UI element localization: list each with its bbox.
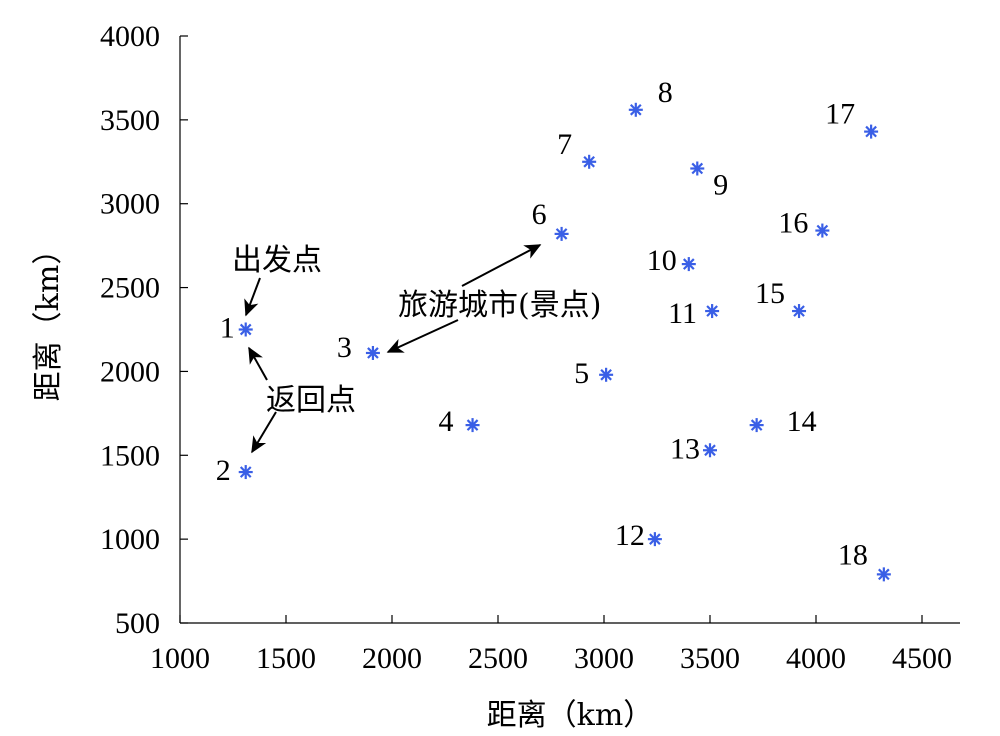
point-label-11: 11 bbox=[668, 297, 697, 330]
data-point-10 bbox=[681, 257, 696, 272]
x-tick-label: 1000 bbox=[150, 642, 210, 675]
arrow-start-to-point-1 bbox=[244, 277, 261, 317]
point-label-6: 6 bbox=[532, 198, 547, 231]
data-point-1 bbox=[238, 322, 253, 337]
annotation-return-point: 返回点 bbox=[266, 383, 356, 418]
x-tick-label: 2000 bbox=[362, 642, 422, 675]
y-axis-title: 距离（km） bbox=[31, 235, 66, 402]
y-tick-label: 500 bbox=[115, 607, 160, 640]
data-point-18 bbox=[876, 567, 891, 582]
data-point-14 bbox=[749, 418, 764, 433]
data-point-4 bbox=[465, 418, 480, 433]
point-label-16: 16 bbox=[778, 207, 808, 240]
data-point-7 bbox=[582, 154, 597, 169]
annotation-start-point: 出发点 bbox=[232, 243, 322, 278]
data-point-2 bbox=[238, 465, 253, 480]
annotation-tourist-city: 旅游城市(景点) bbox=[398, 288, 601, 323]
x-axis-title: 距离（km） bbox=[487, 698, 654, 733]
data-point-8 bbox=[628, 102, 643, 117]
x-ticks: 1000 1500 2000 2500 3000 3500 4000 4500 bbox=[150, 615, 952, 675]
data-point-3 bbox=[365, 345, 380, 360]
x-tick-label: 3500 bbox=[680, 642, 740, 675]
point-label-18: 18 bbox=[838, 538, 868, 571]
arrow-city-to-point-6 bbox=[461, 244, 542, 287]
y-tick-label: 1500 bbox=[100, 439, 160, 472]
x-tick-label: 4000 bbox=[786, 642, 846, 675]
x-tick-label: 3000 bbox=[574, 642, 634, 675]
data-point-15 bbox=[792, 304, 807, 319]
y-tick-label: 2500 bbox=[100, 272, 160, 305]
y-ticks: 500 1000 1500 2000 2500 3000 3500 4000 bbox=[100, 20, 188, 640]
point-label-14: 14 bbox=[787, 405, 817, 438]
point-label-4: 4 bbox=[439, 405, 454, 438]
point-label-5: 5 bbox=[574, 357, 589, 390]
y-tick-label: 4000 bbox=[100, 20, 160, 53]
data-point-12 bbox=[647, 532, 662, 547]
point-label-13: 13 bbox=[670, 432, 700, 465]
point-label-15: 15 bbox=[755, 277, 785, 310]
arrow-city-to-point-3 bbox=[386, 319, 459, 353]
point-label-1: 1 bbox=[220, 312, 235, 345]
y-tick-label: 3500 bbox=[100, 104, 160, 137]
point-label-7: 7 bbox=[557, 128, 572, 161]
x-tick-label: 2500 bbox=[468, 642, 528, 675]
data-point-9 bbox=[690, 161, 705, 176]
arrow-return-to-point-1 bbox=[248, 346, 268, 381]
data-points bbox=[238, 102, 891, 582]
arrow-return-to-point-2 bbox=[251, 411, 277, 454]
point-label-17: 17 bbox=[825, 98, 855, 131]
point-label-10: 10 bbox=[647, 244, 677, 277]
point-label-3: 3 bbox=[337, 331, 352, 364]
y-tick-label: 1000 bbox=[100, 523, 160, 556]
data-point-17 bbox=[864, 124, 879, 139]
point-label-12: 12 bbox=[615, 519, 645, 552]
y-tick-label: 3000 bbox=[100, 188, 160, 221]
data-point-5 bbox=[599, 367, 614, 382]
data-point-11 bbox=[705, 304, 720, 319]
point-label-8: 8 bbox=[658, 76, 673, 109]
data-point-6 bbox=[554, 226, 569, 241]
data-point-13 bbox=[703, 443, 717, 458]
data-point-16 bbox=[815, 223, 830, 238]
point-label-2: 2 bbox=[216, 454, 231, 487]
y-tick-label: 2000 bbox=[100, 355, 160, 388]
point-label-9: 9 bbox=[713, 168, 728, 201]
x-tick-label: 4500 bbox=[892, 642, 952, 675]
x-tick-label: 1500 bbox=[256, 642, 316, 675]
